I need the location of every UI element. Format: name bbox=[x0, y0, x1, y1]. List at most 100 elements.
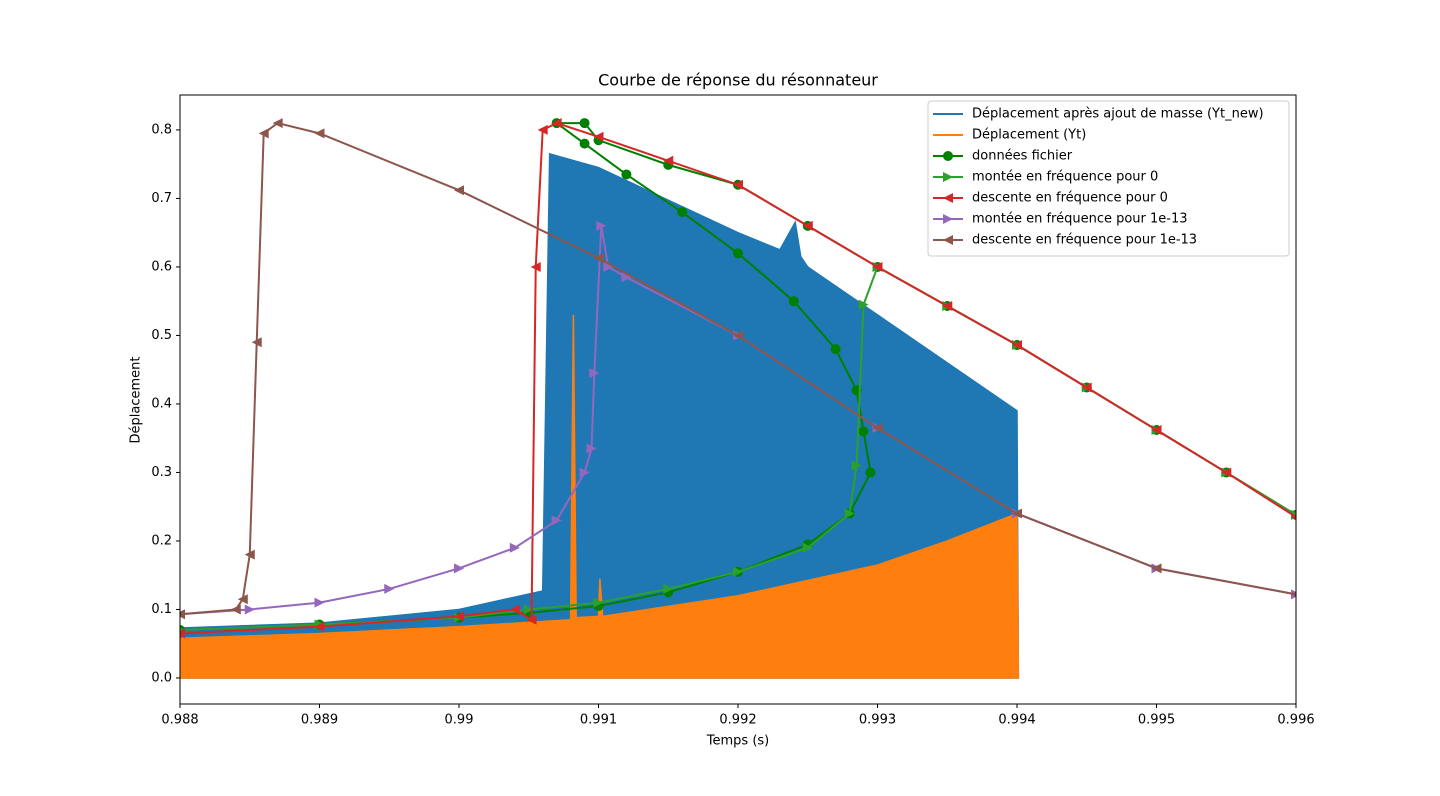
marker bbox=[579, 138, 590, 149]
marker bbox=[663, 583, 674, 594]
marker bbox=[526, 614, 537, 625]
marker bbox=[314, 128, 325, 139]
y-axis-label: Déplacement bbox=[129, 357, 144, 444]
marker bbox=[733, 248, 743, 259]
marker bbox=[943, 151, 953, 161]
y-tick-label: 0.4 bbox=[151, 396, 172, 411]
marker bbox=[593, 253, 604, 264]
marker bbox=[872, 261, 883, 272]
marker bbox=[314, 621, 325, 632]
legend-label: données fichier bbox=[972, 149, 1073, 164]
x-tick-label: 0.994 bbox=[998, 713, 1035, 728]
legend-label: Déplacement après ajout de masse (Yt_new… bbox=[972, 107, 1264, 122]
x-axis-label: Temps (s) bbox=[706, 734, 769, 749]
y-tick-label: 0.8 bbox=[151, 122, 172, 137]
y-tick-label: 0.3 bbox=[151, 465, 172, 480]
marker bbox=[1221, 467, 1232, 478]
marker bbox=[1151, 424, 1162, 435]
x-tick-label: 0.992 bbox=[719, 713, 756, 728]
marker bbox=[830, 344, 841, 355]
marker bbox=[272, 118, 283, 129]
marker bbox=[589, 368, 600, 379]
marker bbox=[943, 235, 953, 245]
marker bbox=[523, 604, 534, 615]
marker bbox=[180, 609, 185, 620]
marker bbox=[788, 296, 799, 307]
marker bbox=[596, 220, 607, 231]
y-tick-label: 0.6 bbox=[151, 259, 172, 274]
x-tick-label: 0.99 bbox=[445, 713, 474, 728]
x-tick-label: 0.996 bbox=[1277, 713, 1314, 728]
marker bbox=[454, 563, 464, 574]
marker bbox=[579, 467, 590, 478]
x-tick-label: 0.989 bbox=[301, 713, 338, 728]
marker bbox=[802, 220, 813, 231]
x-tick-label: 0.995 bbox=[1138, 713, 1175, 728]
legend-box bbox=[927, 100, 1290, 257]
legend-label: Déplacement (Yt) bbox=[972, 128, 1086, 143]
y-tick-label: 0.2 bbox=[151, 533, 172, 548]
marker bbox=[1291, 514, 1296, 520]
marker bbox=[586, 443, 597, 454]
marker bbox=[733, 179, 743, 190]
marker bbox=[579, 118, 590, 129]
marker bbox=[454, 185, 464, 196]
marker bbox=[509, 604, 520, 615]
marker bbox=[865, 467, 876, 478]
marker bbox=[621, 169, 632, 180]
y-tick-label: 0.7 bbox=[151, 191, 172, 206]
marker bbox=[943, 214, 953, 224]
y-tick-label: 0.0 bbox=[151, 670, 172, 685]
marker bbox=[621, 272, 632, 283]
legend-label: montée en fréquence pour 0 bbox=[972, 170, 1158, 185]
marker bbox=[677, 207, 688, 218]
marker bbox=[733, 330, 743, 341]
plot-area bbox=[180, 118, 1296, 679]
marker bbox=[603, 261, 614, 272]
marker bbox=[872, 422, 883, 433]
marker bbox=[258, 128, 269, 139]
marker bbox=[384, 583, 395, 594]
marker bbox=[1012, 340, 1022, 351]
marker bbox=[551, 118, 562, 129]
marker bbox=[942, 300, 953, 311]
x-tick-label: 0.993 bbox=[859, 713, 896, 728]
marker bbox=[1012, 508, 1022, 519]
marker bbox=[844, 508, 855, 519]
marker bbox=[314, 597, 325, 608]
marker bbox=[530, 261, 541, 272]
marker bbox=[244, 549, 255, 560]
x-tick-label: 0.991 bbox=[580, 713, 617, 728]
marker bbox=[858, 299, 869, 310]
marker bbox=[1081, 382, 1092, 393]
chart-title: Courbe de réponse du résonnateur bbox=[598, 71, 878, 90]
marker bbox=[251, 337, 262, 348]
y-tick-label: 0.5 bbox=[151, 328, 172, 343]
marker bbox=[943, 172, 953, 182]
marker bbox=[537, 124, 548, 135]
marker bbox=[858, 426, 869, 437]
marker bbox=[244, 604, 255, 615]
marker bbox=[1151, 563, 1162, 574]
legend-label: descente en fréquence pour 1e-13 bbox=[972, 233, 1197, 248]
marker bbox=[551, 515, 562, 526]
marker bbox=[733, 566, 743, 577]
y-tick-label: 0.1 bbox=[151, 602, 172, 617]
marker bbox=[180, 628, 185, 639]
marker bbox=[509, 542, 520, 553]
series-area bbox=[180, 314, 1020, 679]
marker bbox=[943, 193, 953, 203]
marker bbox=[851, 460, 862, 471]
legend-label: descente en fréquence pour 0 bbox=[972, 191, 1168, 206]
marker bbox=[454, 611, 464, 622]
marker bbox=[230, 604, 241, 615]
marker bbox=[802, 542, 813, 553]
marker bbox=[593, 597, 604, 608]
marker bbox=[237, 594, 248, 605]
marker bbox=[1291, 591, 1296, 597]
marker bbox=[663, 155, 674, 166]
x-tick-label: 0.988 bbox=[161, 713, 198, 728]
legend-label: montée en fréquence pour 1e-13 bbox=[972, 212, 1188, 227]
marker bbox=[593, 131, 604, 142]
